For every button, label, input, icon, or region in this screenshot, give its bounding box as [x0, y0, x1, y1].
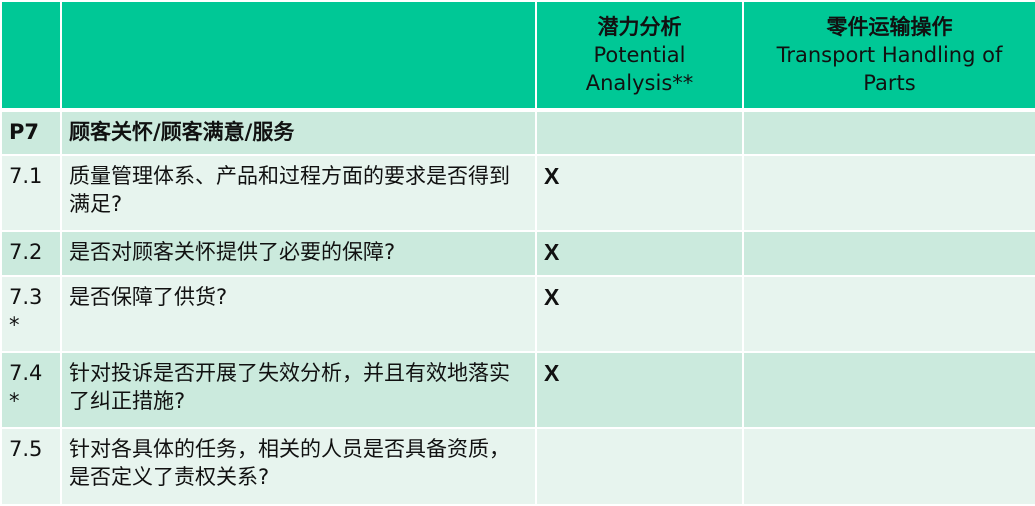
row-potential: X	[535, 351, 744, 429]
header-transport-handling: 零件运输操作 Transport Handling of Parts	[742, 0, 1035, 112]
row-text: 是否保障了供货?	[60, 275, 537, 353]
header-blank-2	[60, 0, 537, 112]
row-potential: X	[535, 154, 744, 232]
section-title: 顾客关怀/顾客满意/服务	[60, 109, 537, 156]
header-row: 潜力分析 Potential Analysis** 零件运输操作 Transport…	[0, 0, 1035, 112]
table-row: 7.3 * 是否保障了供货? X	[0, 275, 1035, 353]
row-text: 针对各具体的任务，相关的人员是否具备资质，是否定义了责权关系?	[60, 427, 537, 506]
row-text: 质量管理体系、产品和过程方面的要求是否得到满足?	[60, 154, 537, 232]
row-id: 7.1	[0, 154, 62, 232]
row-transport	[742, 275, 1035, 353]
row-transport	[742, 154, 1035, 232]
table-row: 7.1 质量管理体系、产品和过程方面的要求是否得到满足? X	[0, 154, 1035, 232]
header-potential-analysis: 潜力分析 Potential Analysis**	[535, 0, 744, 112]
row-transport	[742, 351, 1035, 429]
table-row: 7.5 针对各具体的任务，相关的人员是否具备资质，是否定义了责权关系?	[0, 427, 1035, 506]
row-text: 是否对顾客关怀提供了必要的保障?	[60, 230, 537, 277]
section-id: P7	[0, 109, 62, 156]
row-id: 7.2	[0, 230, 62, 277]
row-id: 7.4 *	[0, 351, 62, 429]
row-transport	[742, 427, 1035, 506]
table-row: 7.2 是否对顾客关怀提供了必要的保障? X	[0, 230, 1035, 277]
row-transport	[742, 230, 1035, 277]
header-blank	[0, 0, 62, 112]
table-row: 7.4 * 针对投诉是否开展了失效分析，并且有效地落实了纠正措施? X	[0, 351, 1035, 429]
row-potential: X	[535, 275, 744, 353]
row-potential	[535, 427, 744, 506]
row-id: 7.5	[0, 427, 62, 506]
row-text: 针对投诉是否开展了失效分析，并且有效地落实了纠正措施?	[60, 351, 537, 429]
section-row: P7 顾客关怀/顾客满意/服务	[0, 109, 1035, 156]
row-potential: X	[535, 230, 744, 277]
row-id: 7.3 *	[0, 275, 62, 353]
